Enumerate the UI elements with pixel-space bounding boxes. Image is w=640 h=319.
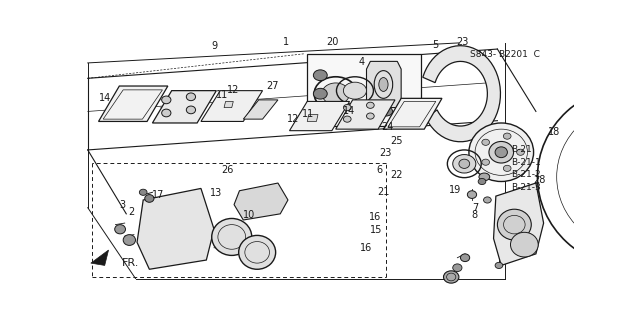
Polygon shape	[137, 189, 214, 269]
Text: 18: 18	[548, 127, 560, 137]
Ellipse shape	[367, 113, 374, 119]
Ellipse shape	[145, 195, 154, 202]
Text: 9: 9	[212, 41, 218, 51]
Text: 15: 15	[370, 225, 383, 235]
Text: 12: 12	[287, 114, 300, 124]
Text: 1: 1	[283, 37, 289, 47]
Ellipse shape	[459, 159, 470, 168]
Ellipse shape	[460, 254, 470, 262]
Text: 12: 12	[227, 85, 239, 95]
Ellipse shape	[600, 150, 613, 162]
Polygon shape	[307, 115, 318, 122]
Ellipse shape	[469, 123, 534, 182]
Ellipse shape	[495, 147, 508, 158]
Text: 8: 8	[472, 210, 478, 220]
Ellipse shape	[186, 93, 196, 101]
Text: 26: 26	[221, 166, 233, 175]
Ellipse shape	[452, 154, 476, 173]
Text: 14: 14	[99, 93, 111, 103]
Text: 5: 5	[432, 40, 438, 50]
Ellipse shape	[314, 88, 327, 99]
Text: 25: 25	[390, 137, 403, 146]
Polygon shape	[423, 46, 500, 142]
Ellipse shape	[367, 102, 374, 108]
Text: B-21-2: B-21-2	[511, 170, 541, 179]
Text: 28: 28	[534, 175, 546, 185]
Text: 16: 16	[369, 212, 381, 222]
Ellipse shape	[115, 225, 125, 234]
Ellipse shape	[344, 82, 367, 99]
Text: 11: 11	[302, 109, 314, 119]
Text: 7: 7	[472, 203, 478, 213]
Text: 20: 20	[327, 37, 339, 47]
Ellipse shape	[452, 264, 462, 271]
Ellipse shape	[314, 70, 327, 81]
Ellipse shape	[628, 168, 640, 185]
Text: 19: 19	[449, 185, 461, 195]
Text: 6: 6	[377, 165, 383, 175]
Ellipse shape	[140, 189, 147, 195]
Ellipse shape	[482, 139, 490, 145]
Ellipse shape	[489, 141, 513, 163]
Ellipse shape	[478, 178, 486, 185]
Polygon shape	[367, 61, 401, 108]
Ellipse shape	[162, 109, 171, 117]
Polygon shape	[234, 183, 288, 220]
Ellipse shape	[608, 150, 640, 204]
Text: 24: 24	[381, 122, 394, 132]
Ellipse shape	[322, 83, 349, 105]
Ellipse shape	[467, 191, 477, 198]
Text: 21: 21	[377, 187, 389, 197]
Text: FR.: FR.	[122, 258, 139, 268]
Ellipse shape	[344, 116, 351, 122]
Text: 11: 11	[216, 90, 228, 100]
Text: B-21-3: B-21-3	[511, 183, 541, 192]
Text: 23: 23	[380, 148, 392, 158]
Text: S843- B2201  C: S843- B2201 C	[470, 50, 540, 59]
Ellipse shape	[162, 96, 171, 104]
Polygon shape	[99, 86, 168, 122]
Ellipse shape	[516, 149, 524, 155]
Ellipse shape	[503, 133, 511, 139]
Ellipse shape	[123, 235, 136, 245]
Ellipse shape	[344, 105, 351, 111]
Ellipse shape	[379, 107, 393, 116]
Ellipse shape	[479, 173, 490, 181]
Text: 17: 17	[152, 190, 164, 200]
Ellipse shape	[484, 197, 492, 203]
Polygon shape	[152, 91, 216, 123]
Text: 2: 2	[128, 207, 134, 217]
Polygon shape	[493, 183, 543, 265]
Text: 13: 13	[209, 188, 222, 197]
Ellipse shape	[186, 106, 196, 114]
Ellipse shape	[511, 232, 538, 257]
Text: B-21: B-21	[511, 145, 532, 154]
Ellipse shape	[482, 159, 490, 165]
Ellipse shape	[495, 262, 503, 269]
Text: 4: 4	[358, 56, 365, 67]
Ellipse shape	[212, 219, 252, 256]
Ellipse shape	[497, 209, 531, 240]
Polygon shape	[336, 100, 395, 129]
Text: 14: 14	[342, 106, 355, 116]
Ellipse shape	[239, 235, 276, 269]
Text: 23: 23	[456, 37, 468, 47]
Text: 22: 22	[390, 170, 403, 180]
Polygon shape	[224, 101, 234, 108]
Text: B-21-1: B-21-1	[511, 158, 541, 167]
Polygon shape	[289, 101, 349, 131]
Ellipse shape	[600, 191, 613, 204]
Text: 10: 10	[243, 210, 255, 220]
Ellipse shape	[444, 271, 459, 283]
Ellipse shape	[503, 165, 511, 171]
Polygon shape	[383, 98, 442, 129]
Text: 3: 3	[119, 200, 125, 210]
Polygon shape	[243, 100, 278, 119]
Ellipse shape	[379, 78, 388, 92]
Polygon shape	[201, 91, 262, 122]
Bar	[307, 54, 421, 126]
Text: 16: 16	[360, 243, 372, 253]
Text: 27: 27	[266, 81, 279, 91]
Polygon shape	[91, 250, 109, 265]
